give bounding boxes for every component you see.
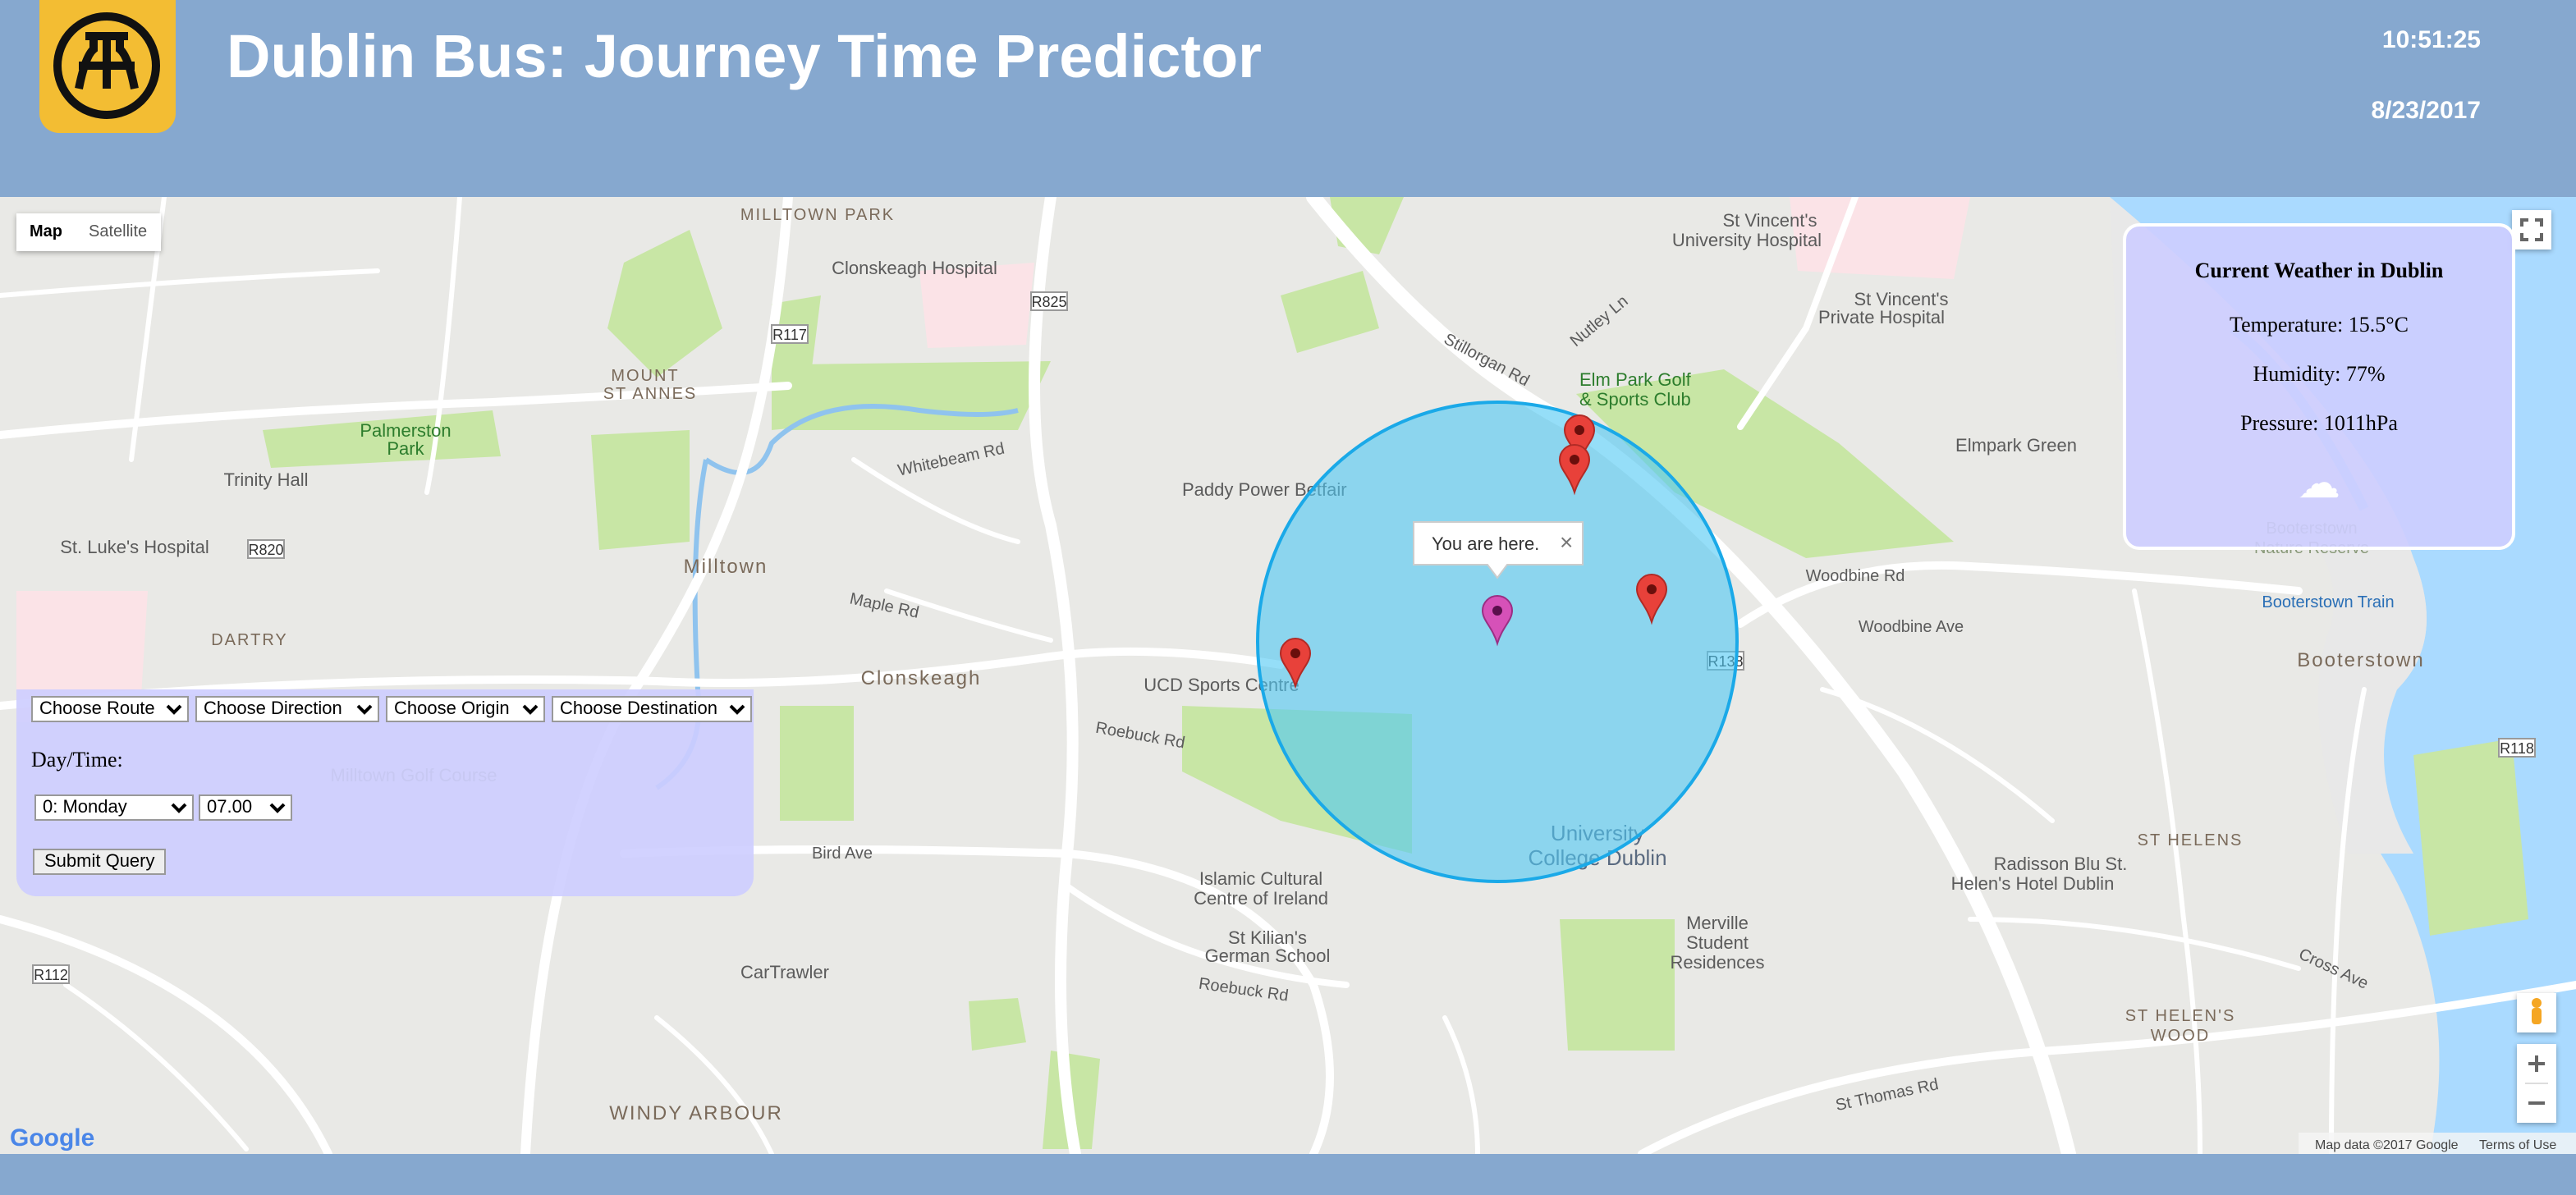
google-logo: Google [10, 1124, 94, 1152]
zoom-in[interactable] [2528, 1055, 2545, 1072]
map-label: German School [1205, 945, 1331, 966]
map[interactable]: MILLTOWN PARK Clonskeagh Hospital St Vin… [0, 197, 2576, 1154]
terms-link[interactable]: Terms of Use [2479, 1138, 2556, 1152]
map-label: Park [387, 438, 424, 459]
page-title: Dublin Bus: Journey Time Predictor [227, 23, 1262, 90]
clock-date: 8/23/2017 [2371, 97, 2481, 125]
weather-panel: Current Weather in Dublin Temperature: 1… [2123, 223, 2515, 550]
map-label: University Hospital [1672, 230, 1822, 250]
map-label: Roebuck Rd [1198, 975, 1290, 1005]
map-label: Woodbine Ave [1859, 618, 1964, 636]
map-type-control: Map Satellite [16, 213, 161, 251]
road-shield: R118 [2500, 740, 2534, 757]
weather-temperature: Temperature: 15.5°C [2230, 312, 2409, 337]
map-label: Palmerston [360, 420, 451, 441]
map-label: Woodbine Rd [1806, 567, 1905, 585]
map-label: & Sports Club [1579, 389, 1691, 410]
map-label: ST HELEN'S [2125, 1007, 2236, 1025]
zoom-control [2517, 1044, 2556, 1123]
info-window-text: You are here. [1432, 533, 1539, 554]
map-label: Stillorgan Rd [1441, 330, 1532, 390]
map-label: St Vincent's [1722, 210, 1817, 231]
map-label: Roebuck Rd [1094, 719, 1186, 753]
logo-icon [53, 12, 160, 119]
bus-stop-marker[interactable] [1635, 574, 1668, 625]
map-label: Bird Ave [812, 845, 873, 863]
daytime-label: Day/Time: [31, 747, 123, 771]
time-select[interactable]: 07.00 [199, 794, 292, 821]
map-label: DARTRY [211, 631, 288, 649]
map-label: Residences [1671, 952, 1765, 973]
origin-select[interactable]: Choose Origin [386, 696, 545, 722]
map-label: Helen's Hotel Dublin [1951, 873, 2115, 894]
road-shield: R112 [34, 967, 68, 983]
map-label: St. Luke's Hospital [60, 537, 209, 557]
map-label: Clonskeagh [861, 667, 982, 689]
bus-stop-marker[interactable] [1563, 414, 1596, 466]
bus-stop-marker[interactable] [1279, 638, 1312, 689]
map-type-button[interactable]: Satellite [89, 223, 148, 241]
destination-select[interactable]: Choose Destination [552, 696, 752, 722]
map-label: St Kilian's [1228, 927, 1307, 948]
logo [39, 0, 176, 133]
map-label: Whitebeam Rd [896, 440, 1006, 480]
map-label: MILLTOWN PARK [740, 206, 895, 224]
direction-select[interactable]: Choose Direction [195, 696, 379, 722]
map-label: Student [1686, 932, 1749, 953]
info-window-close[interactable]: × [1560, 529, 1573, 555]
map-label: Merville [1686, 913, 1749, 933]
weather-title: Current Weather in Dublin [2194, 258, 2444, 282]
map-label: ST ANNES [603, 385, 698, 403]
map-label: St Vincent's [1854, 289, 1948, 309]
map-label: ST HELENS [2138, 831, 2244, 849]
map-label: Booterstown [2297, 649, 2424, 671]
weather-humidity: Humidity: 77% [2253, 361, 2386, 386]
weather-icon: ☁ [2298, 460, 2340, 507]
map-label: Milltown [684, 556, 768, 578]
map-attribution: Map data ©2017 Google [2315, 1138, 2459, 1152]
map-label: Elm Park Golf [1579, 369, 1692, 390]
map-label: Maple Rd [848, 589, 920, 621]
query-form: Choose Route Choose Direction Choose Ori… [16, 689, 754, 896]
map-label: MOUNT [611, 367, 679, 385]
map-label: Centre of Ireland [1194, 888, 1328, 909]
map-label: Islamic Cultural [1199, 868, 1322, 889]
road-shield: R117 [772, 327, 807, 343]
map-label: Booterstown Train [2262, 593, 2394, 611]
map-label: Nutley Ln [1567, 292, 1632, 350]
map-label: Clonskeagh Hospital [832, 258, 997, 278]
map-label: Elmpark Green [1955, 435, 2077, 456]
route-select[interactable]: Choose Route [31, 696, 189, 722]
day-select[interactable]: 0: Monday [34, 794, 194, 821]
bus-stop-marker[interactable] [1558, 444, 1591, 496]
map-label: WOOD [2151, 1027, 2210, 1045]
info-window: You are here. × [1413, 521, 1584, 579]
road-shield: R820 [248, 542, 283, 558]
map-label: Trinity Hall [223, 469, 308, 490]
map-canvas: MILLTOWN PARK Clonskeagh Hospital St Vin… [0, 197, 2576, 1154]
map-label: Radisson Blu St. [1994, 854, 2128, 874]
map-label: WINDY ARBOUR [609, 1102, 783, 1124]
submit-button[interactable]: Submit Query [33, 849, 167, 875]
road-shield: R825 [1031, 294, 1066, 310]
user-marker[interactable] [1481, 595, 1514, 647]
map-type-button[interactable]: Map [30, 223, 62, 241]
clock-time: 10:51:25 [2381, 26, 2481, 54]
map-markers[interactable] [1279, 414, 1668, 689]
map-label: CarTrawler [740, 962, 829, 982]
fullscreen-button[interactable] [2512, 210, 2551, 250]
weather-pressure: Pressure: 1011hPa [2240, 410, 2398, 435]
pegman[interactable] [2517, 993, 2556, 1032]
map-label: Private Hospital [1818, 307, 1945, 327]
